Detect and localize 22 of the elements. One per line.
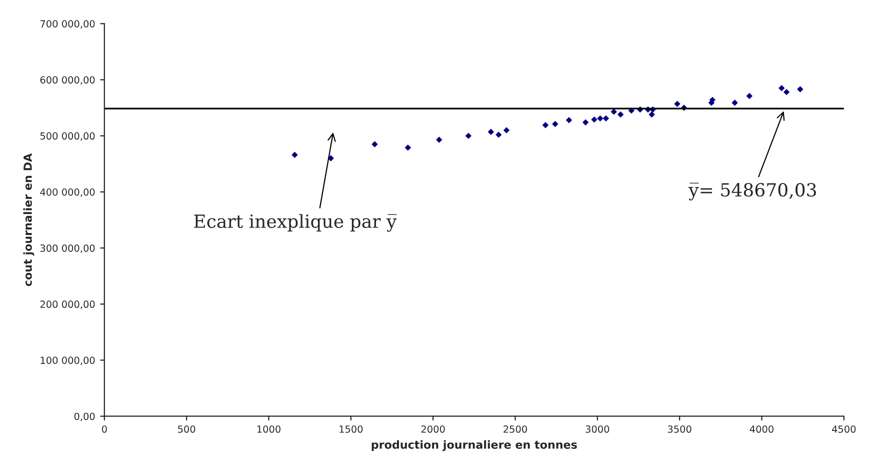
x-tick-label: 1500 bbox=[340, 425, 363, 433]
y-tick-label: 400 000,00 bbox=[40, 188, 95, 197]
y-tick-label: 300 000,00 bbox=[40, 244, 95, 253]
y-tick-label: 500 000,00 bbox=[40, 132, 95, 141]
y-tick-label: 600 000,00 bbox=[40, 76, 95, 85]
x-tick-label: 2000 bbox=[421, 425, 445, 433]
x-axis-title: production journaliere en tonnes bbox=[372, 440, 577, 452]
ref-line-label: y̅= 548670,03 bbox=[688, 182, 816, 200]
x-tick-label: 4000 bbox=[750, 425, 774, 433]
x-tick-label: 2500 bbox=[504, 425, 527, 433]
y-axis-title: cout journalier en DA bbox=[23, 153, 34, 286]
x-tick-label: 0 bbox=[102, 425, 107, 433]
x-tick-label: 3500 bbox=[668, 425, 692, 433]
x-tick-label: 500 bbox=[178, 425, 196, 433]
y-tick-label: 200 000,00 bbox=[40, 300, 95, 309]
y-tick-label: 100 000,00 bbox=[40, 356, 95, 365]
x-tick-label: 3000 bbox=[586, 425, 610, 433]
y-tick-label: 700 000,00 bbox=[40, 20, 95, 28]
annotation: Ecart inexplique par y̅ bbox=[194, 214, 397, 232]
x-tick-label: 4500 bbox=[832, 425, 856, 433]
y-tick-label: 0,00 bbox=[74, 412, 95, 422]
x-tick-label: 1000 bbox=[257, 425, 280, 433]
